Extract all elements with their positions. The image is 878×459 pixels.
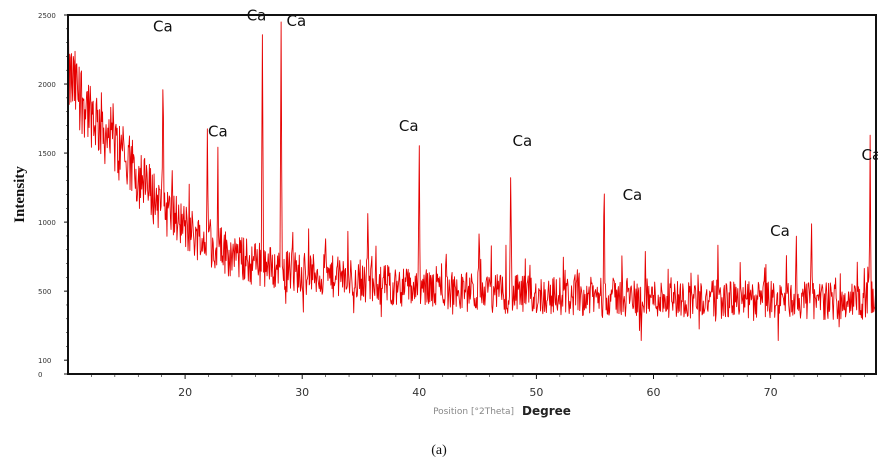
y-axis-ticks: 0 100 500 1000 1500 2000 2500 (38, 12, 68, 379)
peak-label-ca: Ca (153, 18, 173, 36)
peak-label-ca: Ca (623, 186, 643, 204)
peak-label-ca: Ca (208, 123, 228, 141)
x-tick-label: 30 (295, 386, 309, 399)
peak-label-ca: Ca (287, 12, 307, 30)
y-tick-label: 1000 (38, 219, 56, 227)
y-tick-label: 2500 (38, 12, 56, 20)
series-line (67, 21, 877, 341)
y-tick-label: 100 (38, 357, 51, 365)
y-axis-label: Intensity (12, 166, 28, 223)
x-axis-ticks: 20 30 40 50 60 70 (91, 374, 865, 399)
plot-frame (67, 14, 877, 375)
x-axis-label-prefix: Position [°2Theta] (433, 407, 514, 417)
figure-caption: (a) (431, 443, 447, 458)
peak-label-ca: Ca (861, 146, 878, 164)
y-tick-label: 2000 (38, 81, 56, 89)
peak-label-ca: Ca (770, 222, 790, 240)
peak-label-ca: Ca (513, 132, 533, 150)
y-tick-label: 0 (38, 371, 42, 379)
y-tick-label: 500 (38, 288, 51, 296)
x-tick-label: 50 (529, 386, 543, 399)
x-axis-label: Degree (522, 404, 571, 418)
x-tick-label: 20 (178, 386, 192, 399)
x-tick-label: 60 (647, 386, 661, 399)
x-tick-label: 40 (412, 386, 426, 399)
peak-label-ca: Ca (399, 117, 419, 135)
y-tick-label: 1500 (38, 150, 56, 158)
x-tick-label: 70 (764, 386, 778, 399)
